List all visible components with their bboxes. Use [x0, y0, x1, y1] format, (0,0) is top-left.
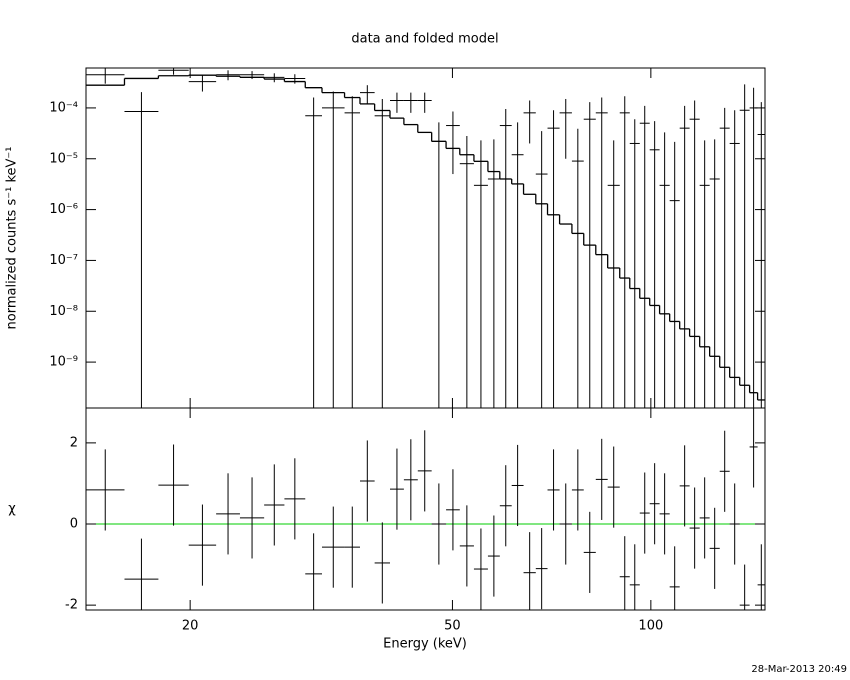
- y-axis-label: χ: [8, 502, 16, 517]
- chart-title: data and folded model: [351, 32, 498, 47]
- y-tick-label: 10⁻⁹: [49, 355, 78, 370]
- x-tick-label: 50: [444, 619, 461, 634]
- y-tick-label: -2: [65, 598, 78, 613]
- plot-frame: [85, 407, 766, 611]
- x-tick-label: 100: [638, 619, 663, 634]
- y-tick-label: 10⁻⁶: [49, 202, 78, 217]
- timestamp: 28-Mar-2013 20:49: [751, 664, 847, 675]
- y-tick-label: 10⁻⁷: [49, 253, 78, 268]
- y-tick-label: 2: [70, 435, 78, 450]
- x-tick-label: 20: [182, 619, 199, 634]
- y-tick-label: 10⁻⁸: [49, 304, 78, 319]
- y-axis-label: normalized counts s⁻¹ keV⁻¹: [5, 147, 20, 330]
- plot-frame: [85, 67, 766, 409]
- y-tick-label: 0: [70, 517, 78, 532]
- plot-area: [86, 68, 765, 408]
- plot-area: [86, 408, 765, 610]
- x-axis-label: Energy (keV): [383, 637, 467, 652]
- y-tick-label: 10⁻⁴: [49, 100, 78, 115]
- y-tick-label: 10⁻⁵: [49, 151, 78, 166]
